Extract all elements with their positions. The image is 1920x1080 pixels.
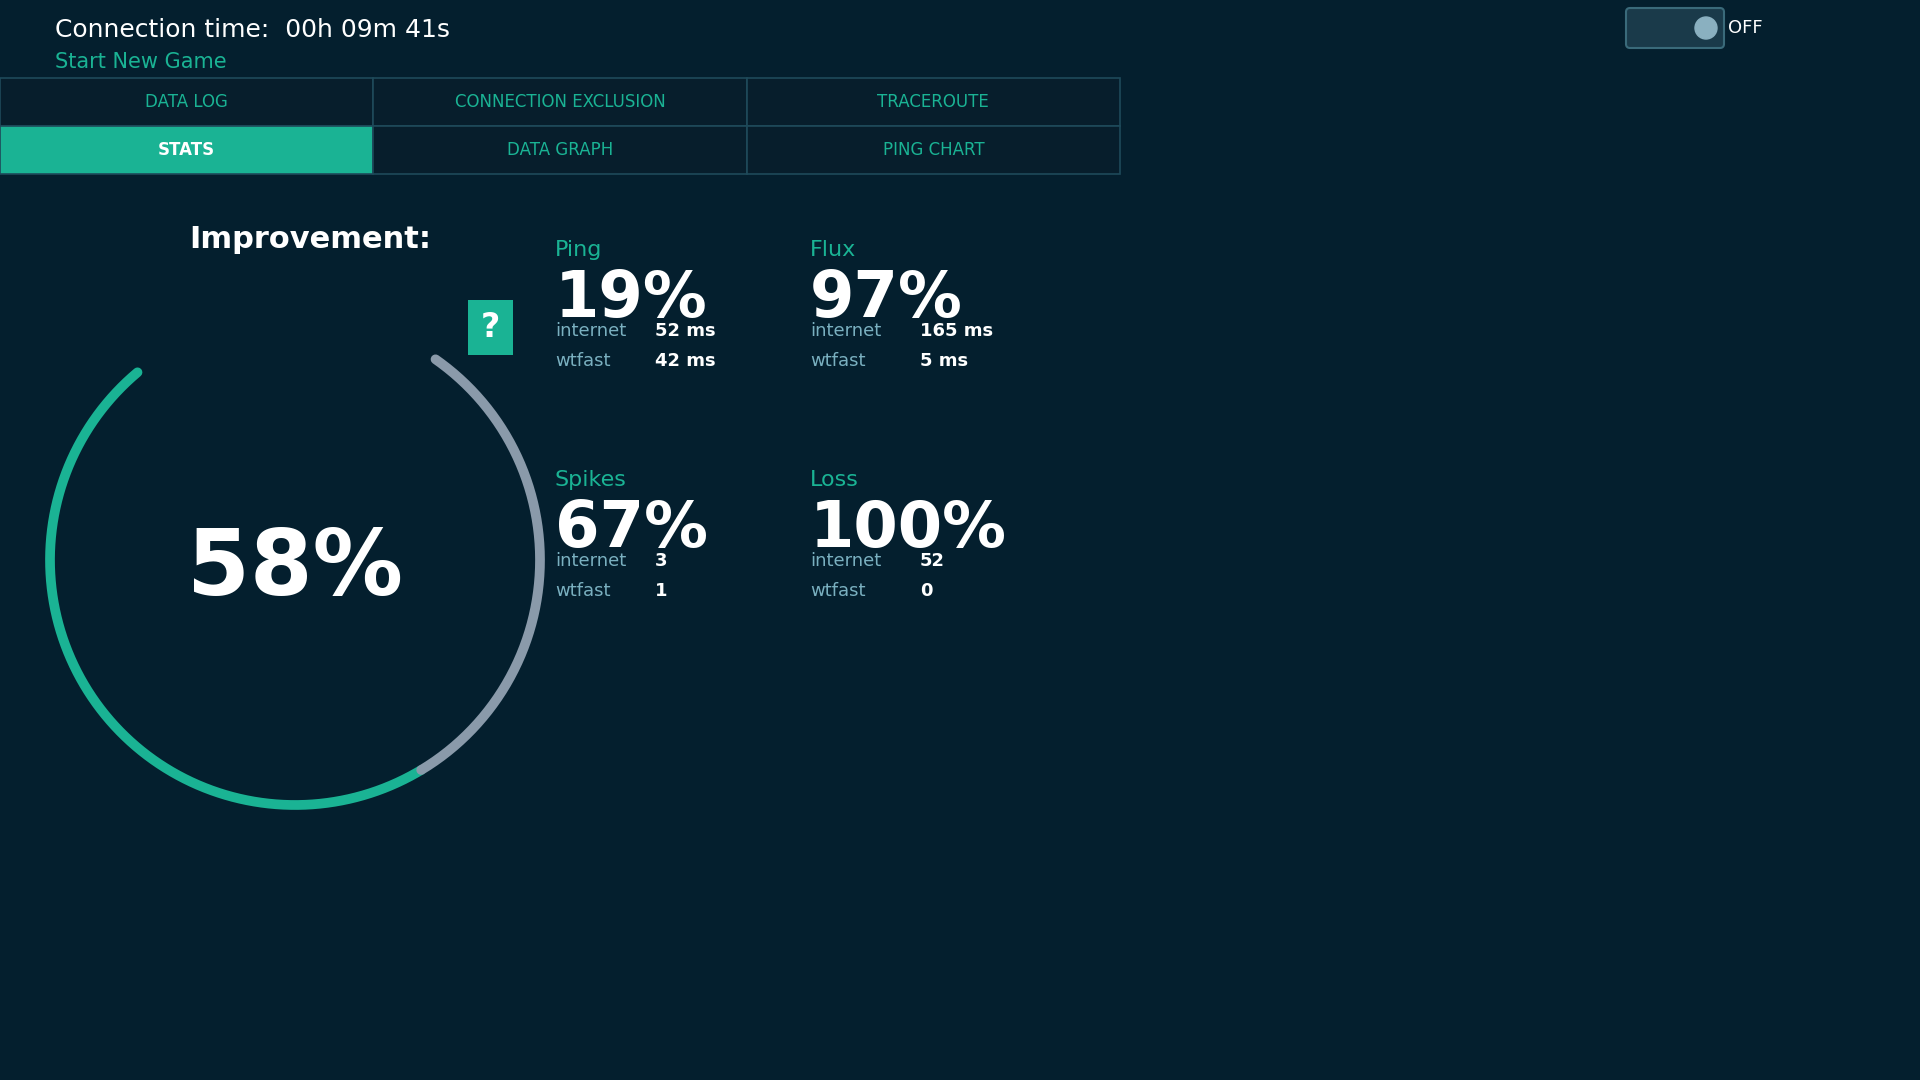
- Text: internet: internet: [555, 552, 626, 570]
- Text: 52: 52: [920, 552, 945, 570]
- Text: 0: 0: [920, 582, 933, 600]
- Text: PING CHART: PING CHART: [883, 141, 985, 159]
- Text: DATA LOG: DATA LOG: [146, 93, 228, 111]
- Text: Flux: Flux: [810, 240, 856, 260]
- Bar: [468, 300, 513, 355]
- Text: Connection time:  00h 09m 41s: Connection time: 00h 09m 41s: [56, 18, 449, 42]
- Text: wtfast: wtfast: [555, 352, 611, 370]
- Text: 100%: 100%: [810, 498, 1006, 561]
- Text: STATS: STATS: [157, 141, 215, 159]
- Bar: [372, 78, 747, 126]
- Text: CONNECTION EXCLUSION: CONNECTION EXCLUSION: [455, 93, 666, 111]
- Text: wtfast: wtfast: [810, 352, 866, 370]
- Text: 3: 3: [655, 552, 668, 570]
- Bar: [747, 78, 1119, 126]
- Text: 42 ms: 42 ms: [655, 352, 716, 370]
- Text: 58%: 58%: [186, 526, 403, 615]
- Text: 165 ms: 165 ms: [920, 322, 993, 340]
- Text: 1: 1: [655, 582, 668, 600]
- Text: TRACEROUTE: TRACEROUTE: [877, 93, 989, 111]
- Text: Start New Game: Start New Game: [56, 52, 227, 72]
- Text: 67%: 67%: [555, 498, 708, 561]
- FancyBboxPatch shape: [1626, 8, 1724, 48]
- Text: DATA GRAPH: DATA GRAPH: [507, 141, 612, 159]
- Text: Improvement:: Improvement:: [188, 225, 430, 254]
- Bar: [372, 126, 747, 174]
- Text: Spikes: Spikes: [555, 470, 626, 490]
- Text: internet: internet: [810, 552, 881, 570]
- Text: wtfast: wtfast: [810, 582, 866, 600]
- Bar: [0, 126, 372, 174]
- Text: ?: ?: [480, 311, 499, 345]
- Text: internet: internet: [555, 322, 626, 340]
- Text: wtfast: wtfast: [555, 582, 611, 600]
- Text: 52 ms: 52 ms: [655, 322, 716, 340]
- Text: internet: internet: [810, 322, 881, 340]
- Bar: [0, 78, 372, 126]
- Text: 97%: 97%: [810, 268, 962, 330]
- Circle shape: [1695, 17, 1716, 39]
- Text: Loss: Loss: [810, 470, 858, 490]
- Text: OFF: OFF: [1728, 19, 1763, 37]
- Bar: [747, 126, 1119, 174]
- Text: Ping: Ping: [555, 240, 603, 260]
- Text: 19%: 19%: [555, 268, 708, 330]
- Text: 5 ms: 5 ms: [920, 352, 968, 370]
